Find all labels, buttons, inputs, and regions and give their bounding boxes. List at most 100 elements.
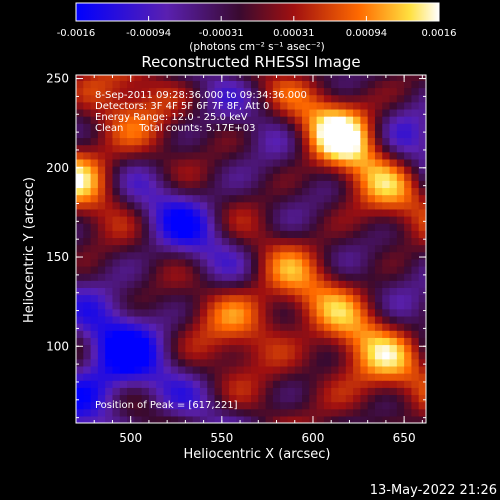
heatmap-cell	[192, 251, 201, 260]
heatmap-cell	[396, 215, 405, 224]
heatmap-cell	[134, 101, 143, 110]
heatmap-cell	[192, 337, 201, 346]
heatmap-cell	[207, 215, 216, 224]
heatmap-cell	[76, 237, 84, 246]
heatmap-cell	[127, 301, 135, 310]
heatmap-cell	[178, 158, 186, 167]
heatmap-cell	[119, 108, 128, 117]
heatmap-cell	[119, 173, 128, 181]
heatmap-cell	[170, 330, 179, 338]
heatmap-cell	[185, 215, 194, 224]
heatmap-cell	[280, 158, 289, 167]
heatmap-cell	[214, 194, 223, 203]
heatmap-cell	[221, 230, 230, 238]
heatmap-cell	[265, 108, 274, 117]
heatmap-cell	[323, 173, 332, 181]
heatmap-cell	[229, 351, 238, 360]
heatmap-cell	[127, 80, 135, 89]
heatmap-cell	[396, 123, 405, 131]
heatmap-cell	[97, 180, 106, 189]
heatmap-cell	[170, 251, 179, 260]
heatmap-cell	[90, 337, 99, 346]
heatmap-cell	[134, 387, 143, 396]
heatmap-cell	[97, 351, 106, 360]
heatmap-cell	[178, 230, 186, 238]
heatmap-cell	[389, 401, 398, 410]
heatmap-cell	[411, 373, 420, 381]
heatmap-cell	[221, 166, 230, 174]
heatmap-cell	[221, 358, 230, 367]
heatmap-cell	[382, 137, 391, 146]
heatmap-cell	[338, 265, 347, 274]
heatmap-cell	[404, 251, 413, 260]
heatmap-cell	[404, 180, 413, 189]
heatmap-cell	[127, 308, 135, 317]
heatmap-cell	[265, 201, 274, 210]
heatmap-cell	[294, 123, 303, 131]
heatmap-cell	[148, 180, 157, 189]
heatmap-cell	[251, 358, 259, 367]
heatmap-cell	[90, 373, 99, 381]
heatmap-cell	[214, 280, 223, 288]
heatmap-cell	[170, 180, 179, 189]
heatmap-cell	[156, 144, 165, 153]
heatmap-cell	[251, 173, 259, 181]
heatmap-cell	[265, 258, 274, 267]
heatmap-cell	[272, 137, 281, 146]
heatmap-cell	[382, 94, 391, 103]
heatmap-cell	[156, 365, 165, 374]
heatmap-cell	[243, 273, 252, 281]
heatmap-cell	[302, 230, 310, 238]
heatmap-cell	[265, 330, 274, 338]
heatmap-cell	[374, 244, 383, 253]
heatmap-cell	[156, 401, 165, 410]
heatmap-cell	[119, 373, 128, 381]
heatmap-cell	[134, 373, 143, 381]
heatmap-cell	[331, 80, 340, 89]
heatmap-cell	[83, 408, 92, 417]
heatmap-cell	[309, 280, 318, 288]
heatmap-cell	[148, 301, 157, 310]
heatmap-cell	[112, 358, 121, 367]
heatmap-cell	[148, 230, 157, 238]
heatmap-cell	[302, 265, 310, 274]
heatmap-cell	[105, 223, 114, 231]
heatmap-cell	[192, 373, 201, 381]
heatmap-cell	[389, 194, 398, 203]
heatmap-cell	[83, 75, 92, 81]
heatmap-cell	[345, 80, 354, 89]
heatmap-cell	[309, 265, 318, 274]
heatmap-cell	[389, 215, 398, 224]
heatmap-cell	[345, 365, 354, 374]
heatmap-cell	[265, 208, 274, 217]
heatmap-cell	[367, 337, 376, 346]
heatmap-cell	[163, 208, 172, 217]
heatmap-cell	[243, 137, 252, 146]
heatmap-cell	[396, 187, 405, 196]
heatmap-cell	[411, 230, 420, 238]
heatmap-cell	[76, 116, 84, 124]
heatmap-cell	[97, 301, 106, 310]
heatmap-cell	[309, 237, 318, 246]
heatmap-cell	[141, 180, 150, 189]
heatmap-cell	[353, 201, 361, 210]
heatmap-cell	[287, 208, 296, 217]
heatmap-cell	[258, 80, 267, 89]
heatmap-cell	[287, 301, 296, 310]
heatmap-cell	[76, 108, 84, 117]
heatmap-cell	[418, 80, 426, 89]
heatmap-cell	[418, 365, 426, 374]
heatmap-cell	[251, 273, 259, 281]
heatmap-cell	[185, 158, 194, 167]
heatmap-cell	[411, 208, 420, 217]
heatmap-cell	[185, 130, 194, 139]
heatmap-cell	[134, 215, 143, 224]
heatmap-cell	[338, 180, 347, 189]
heatmap-cell	[163, 187, 172, 196]
heatmap-cell	[170, 201, 179, 210]
heatmap-cell	[199, 130, 208, 139]
heatmap-cell	[148, 166, 157, 174]
heatmap-cell	[214, 116, 223, 124]
heatmap-cell	[302, 244, 310, 253]
heatmap-cell	[280, 337, 289, 346]
